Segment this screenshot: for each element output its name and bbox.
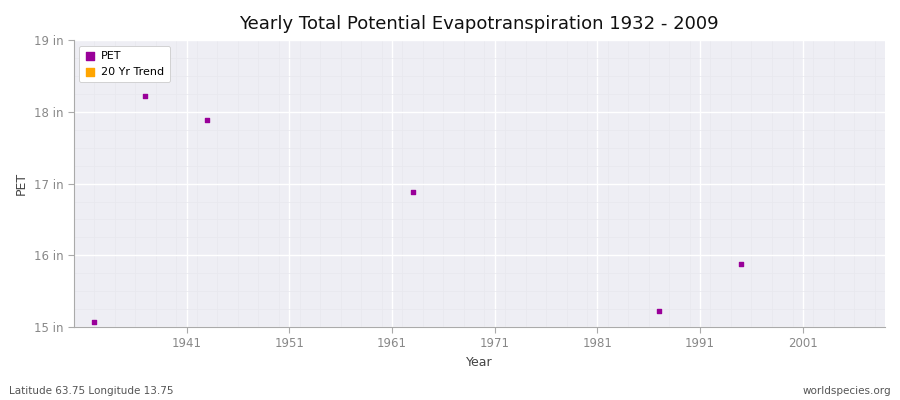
Y-axis label: PET: PET (15, 172, 28, 195)
Legend: PET, 20 Yr Trend: PET, 20 Yr Trend (79, 46, 170, 82)
PET (200, 117, 214, 124)
PET (87, 319, 102, 325)
PET (405, 189, 419, 195)
Text: Latitude 63.75 Longitude 13.75: Latitude 63.75 Longitude 13.75 (9, 386, 174, 396)
Title: Yearly Total Potential Evapotranspiration 1932 - 2009: Yearly Total Potential Evapotranspiratio… (239, 15, 719, 33)
PET (652, 308, 666, 314)
PET (734, 261, 749, 267)
Text: worldspecies.org: worldspecies.org (803, 386, 891, 396)
PET (139, 93, 153, 99)
X-axis label: Year: Year (466, 356, 492, 369)
